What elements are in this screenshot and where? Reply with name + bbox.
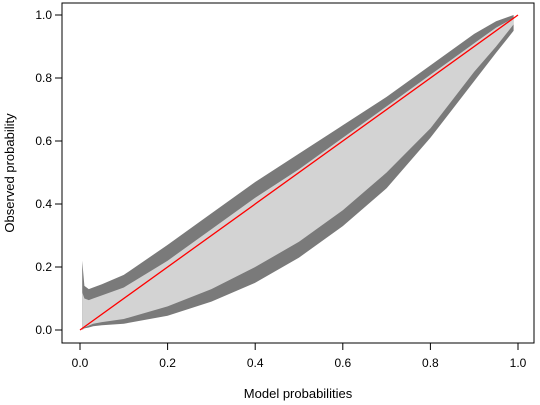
y-axis: 0.0 0.2 0.4 0.6 0.8 1.0: [35, 8, 63, 337]
x-axis-title: Model probabilities: [244, 386, 353, 401]
y-tick-label: 0.4: [35, 197, 52, 211]
x-tick-label: 1.0: [510, 356, 527, 370]
y-tick-label: 0.8: [35, 71, 52, 85]
y-tick-label: 0.6: [35, 134, 52, 148]
x-tick-label: 0.4: [247, 356, 264, 370]
y-tick-label: 1.0: [35, 8, 52, 22]
y-tick-label: 0.2: [35, 260, 52, 274]
y-axis-title: Observed probability: [2, 113, 17, 233]
x-tick-label: 0.6: [334, 356, 351, 370]
x-tick-label: 0.0: [72, 356, 89, 370]
y-tick-label: 0.0: [35, 323, 52, 337]
x-tick-label: 0.8: [422, 356, 439, 370]
plot-area: [79, 14, 519, 331]
diagonal-line: [79, 14, 519, 331]
x-axis: 0.0 0.2 0.4 0.6 0.8 1.0: [72, 342, 527, 370]
x-tick-label: 0.2: [159, 356, 176, 370]
